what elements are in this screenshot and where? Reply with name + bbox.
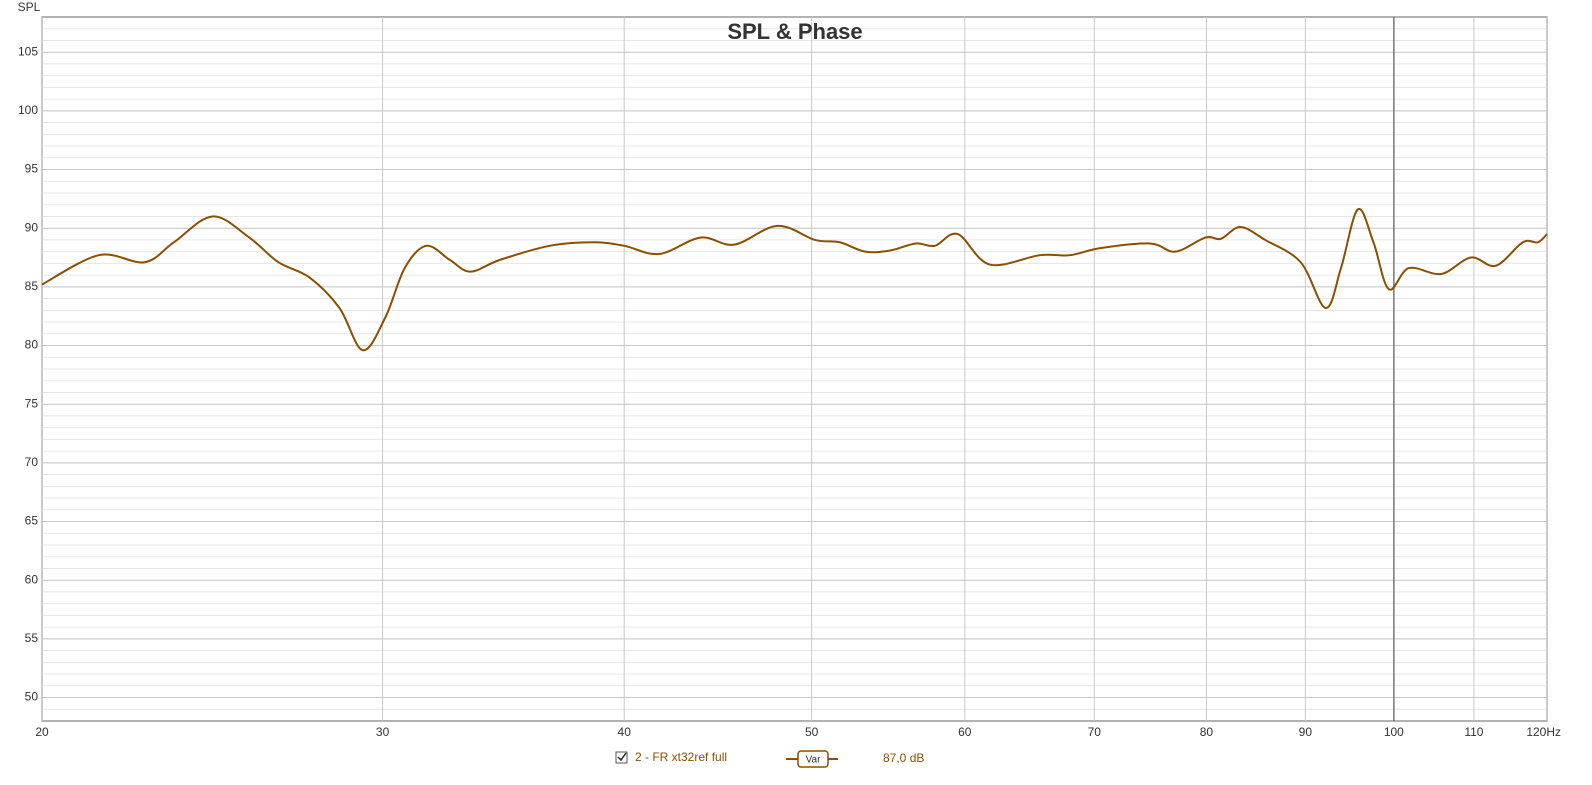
x-tick-label: 30 (376, 725, 390, 739)
x-tick-label: 100 (1384, 725, 1404, 739)
y-tick-label: 95 (25, 162, 39, 176)
spl-line (41, 208, 1548, 352)
y-tick-label: 60 (25, 572, 39, 586)
legend-button-label: Var (806, 755, 821, 766)
legend-checkbox[interactable] (615, 751, 628, 764)
y-tick-label: 55 (25, 631, 39, 645)
check-mark (617, 752, 627, 762)
legend-label: 2 - FR xt32ref full (635, 750, 727, 764)
y-tick-label: 65 (25, 514, 39, 528)
y-tick-label: 70 (25, 455, 39, 469)
x-tick-label: 80 (1200, 725, 1214, 739)
legend-button[interactable] (797, 750, 829, 768)
legend-readout: 87,0 dB (883, 751, 924, 765)
x-tick-label: 50 (805, 725, 819, 739)
x-tick-label: 70 (1088, 725, 1102, 739)
legend: 2 - FR xt32ref full Var 87,0 dB (615, 750, 924, 768)
x-tick-label: 110 (1464, 725, 1483, 739)
y-tick-label: 50 (25, 690, 39, 704)
marks (41, 208, 1548, 352)
grid (41, 17, 1548, 721)
y-tick-label: 90 (25, 220, 39, 234)
y-tick-label: 75 (25, 396, 39, 410)
y-tick-label: 105 (18, 44, 38, 58)
x-tick-label: 40 (618, 725, 632, 739)
x-tick-label: 60 (958, 725, 972, 739)
y-tick-label: 80 (25, 338, 39, 352)
x-tick-label: 20 (35, 725, 49, 739)
y-tick-label: 100 (18, 103, 38, 117)
y-tick-label: 85 (25, 279, 39, 293)
x-tick-label: 90 (1299, 725, 1313, 739)
y-axis-label: SPL (18, 0, 41, 14)
chart-title: SPL & Phase (727, 19, 862, 44)
x-tick-label: 120Hz (1526, 725, 1561, 739)
